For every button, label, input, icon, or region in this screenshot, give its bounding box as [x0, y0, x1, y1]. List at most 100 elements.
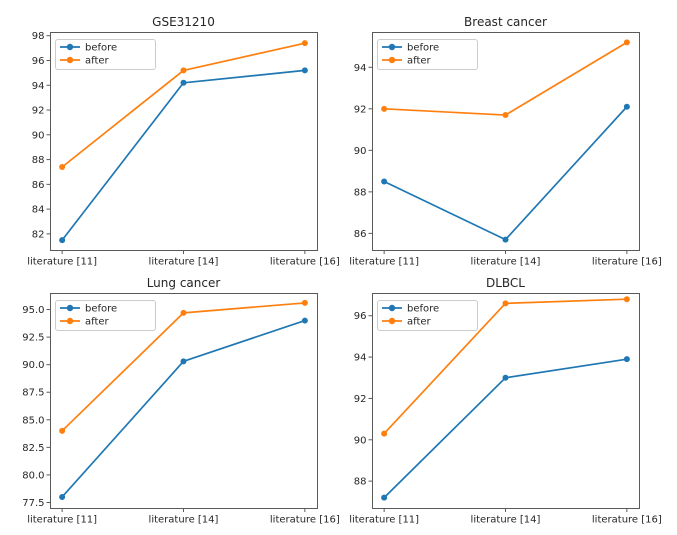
y-tick-label: 77.5: [22, 498, 44, 509]
y-tick-label: 87.5: [22, 388, 44, 399]
x-tick-label: literature [14]: [149, 515, 219, 526]
data-point-marker: [381, 494, 388, 501]
data-point-marker: [381, 178, 388, 185]
legend-swatch-marker: [388, 56, 396, 64]
y-tick-label: 92: [32, 106, 45, 117]
legend-swatch-marker: [66, 43, 74, 51]
legend-label: before: [407, 43, 439, 54]
data-point-marker: [59, 164, 66, 171]
chart-title: DLBCL: [486, 276, 525, 290]
legend: before after: [377, 39, 478, 70]
legend-swatch-marker: [66, 56, 74, 64]
data-point-marker: [502, 300, 509, 307]
legend-label: before: [85, 304, 117, 315]
y-tick-label: 95.0: [22, 305, 44, 316]
y-tick-label: 85.0: [22, 415, 44, 426]
x-tick-label: literature [16]: [592, 515, 662, 526]
legend-label: before: [407, 304, 439, 315]
legend-swatch-marker: [66, 317, 74, 325]
data-point-marker: [180, 79, 187, 86]
y-tick-label: 96: [32, 56, 45, 67]
data-point-marker: [301, 299, 308, 306]
legend: before after: [377, 300, 478, 331]
y-tick-label: 90.0: [22, 360, 44, 371]
data-point-marker: [180, 358, 187, 365]
y-tick-label: 96: [354, 311, 367, 322]
data-point-marker: [301, 67, 308, 74]
data-point-marker: [180, 67, 187, 74]
subplot-lung-cancer: Lung cancer 77.5 80.0 82.5 85.0 87.5 90.0 92.5 9…: [22, 276, 340, 526]
legend-label: after: [407, 317, 432, 328]
legend: before after: [55, 39, 156, 70]
series-before: [59, 67, 308, 244]
x-tick-label: literature [14]: [149, 257, 219, 268]
y-tick-label: 88: [32, 155, 45, 166]
series-line-before: [61, 69, 305, 241]
series-before: [381, 356, 630, 501]
y-tick-label: 82.5: [22, 443, 44, 454]
x-tick-label: literature [16]: [270, 257, 340, 268]
data-point-marker: [623, 296, 630, 303]
y-tick-label: 86: [354, 229, 367, 240]
x-tick-label: literature [16]: [270, 515, 340, 526]
series-before: [59, 317, 308, 500]
y-tick-label: 86: [32, 180, 45, 191]
legend-frame: [55, 39, 156, 70]
legend: before after: [55, 300, 156, 331]
data-point-marker: [59, 427, 66, 434]
legend-swatch-marker: [388, 304, 396, 312]
y-tick-label: 88: [354, 477, 367, 488]
y-tick-label: 92: [354, 394, 367, 405]
x-tick-label: literature [14]: [471, 257, 541, 268]
series-after: [59, 40, 308, 171]
series-line-before: [383, 106, 628, 241]
y-tick-label: 94: [32, 81, 45, 92]
y-tick-label: 90: [32, 130, 45, 141]
legend-frame: [377, 39, 478, 70]
subplot-breast-cancer: Breast cancer 86 88 90 92 94 literature [11] li…: [349, 15, 662, 268]
series-before: [381, 103, 630, 243]
y-tick-label: 90: [354, 146, 367, 157]
chart-title: GSE31210: [152, 15, 215, 29]
y-tick-label: 94: [354, 63, 367, 74]
series-after: [381, 296, 630, 437]
data-point-marker: [623, 356, 630, 363]
data-point-marker: [59, 237, 66, 244]
y-tick-label: 92: [354, 104, 367, 115]
subplot-dlbcl: DLBCL 88 90 92 94 96 literature [11] literature…: [349, 276, 662, 526]
subplot-gse31210: GSE31210 82 84 86 88 90 92 94 96 98 literature [11…: [27, 15, 340, 268]
data-point-marker: [301, 40, 308, 47]
y-tick-label: 90: [354, 435, 367, 446]
data-point-marker: [502, 236, 509, 243]
legend-swatch-marker: [388, 317, 396, 325]
legend-label: before: [85, 43, 117, 54]
y-tick-label: 94: [354, 353, 367, 364]
data-point-marker: [623, 103, 630, 110]
y-tick-label: 80.0: [22, 470, 44, 481]
y-tick-label: 88: [354, 187, 367, 198]
data-point-marker: [502, 374, 509, 381]
x-tick-label: literature [11]: [27, 515, 97, 526]
x-tick-label: literature [14]: [471, 515, 541, 526]
data-point-marker: [180, 309, 187, 316]
data-point-marker: [381, 430, 388, 437]
series-after: [381, 39, 630, 119]
legend-frame: [377, 300, 478, 331]
chart-title: Lung cancer: [147, 276, 221, 290]
x-tick-label: literature [16]: [592, 257, 662, 268]
data-point-marker: [502, 112, 509, 119]
series-line-before: [61, 319, 306, 498]
legend-swatch-marker: [388, 43, 396, 51]
y-tick-label: 84: [32, 205, 45, 216]
x-tick-label: literature [11]: [349, 257, 419, 268]
x-tick-label: literature [11]: [27, 257, 97, 268]
y-tick-label: 82: [32, 229, 45, 240]
data-point-marker: [381, 105, 388, 112]
x-tick-label: literature [11]: [349, 515, 419, 526]
legend-frame: [55, 300, 156, 331]
data-point-marker: [623, 39, 630, 46]
y-tick-label: 98: [32, 31, 45, 42]
legend-label: after: [407, 56, 432, 67]
series-after: [59, 299, 308, 434]
